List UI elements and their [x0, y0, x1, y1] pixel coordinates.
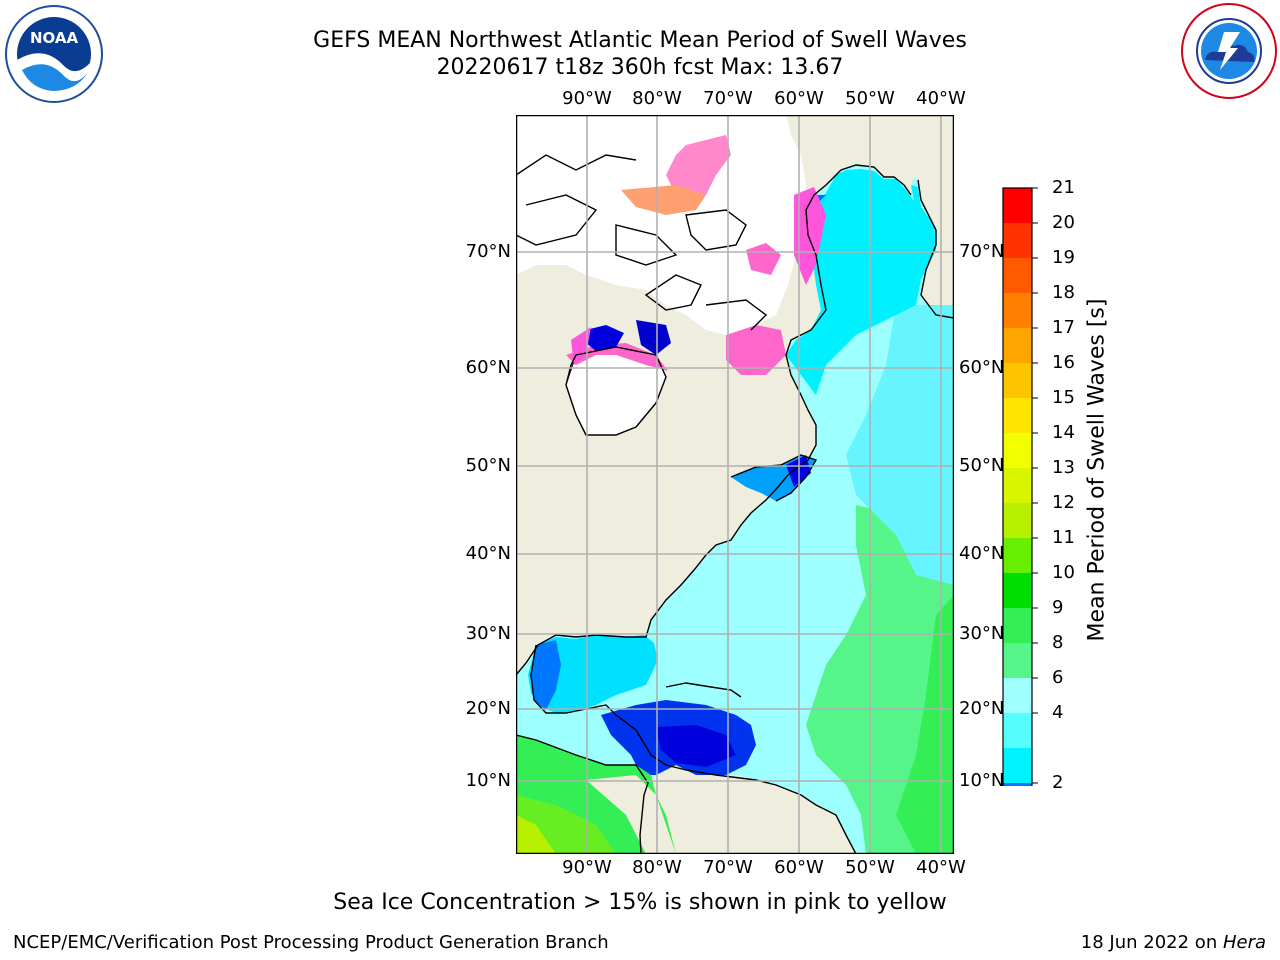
colorbar-tick-label: 14 — [1052, 422, 1075, 443]
colorbar-segment — [1003, 503, 1032, 539]
lat-label-left: 10°N — [465, 770, 511, 791]
footer-host: Hera — [1222, 932, 1266, 953]
chart-title-line2: 20220617 t18z 360h fcst Max: 13.67 — [436, 55, 844, 80]
nws-logo-icon — [1181, 3, 1277, 99]
lat-label-left: 20°N — [465, 698, 511, 719]
lon-label-bottom: 70°W — [703, 857, 753, 878]
colorbar-label: Mean Period of Swell Waves [s] — [1084, 298, 1110, 642]
lat-label-right: 60°N — [959, 357, 1005, 378]
footer-date: 18 Jun 2022 on — [1080, 932, 1223, 953]
colorbar-segment — [1003, 468, 1032, 504]
colorbar-segment — [1003, 783, 1032, 786]
colorbar-segment — [1003, 538, 1032, 574]
swell-zone-8-9s — [846, 305, 954, 585]
colorbar-tick-label: 17 — [1052, 317, 1075, 338]
chart-title-line1: GEFS MEAN Northwest Atlantic Mean Period… — [313, 28, 967, 53]
colorbar-tick-label: 6 — [1052, 667, 1064, 688]
colorbar-tick-label: 18 — [1052, 282, 1075, 303]
colorbar-tick-label: 8 — [1052, 632, 1064, 653]
lat-label-right: 30°N — [959, 623, 1005, 644]
lon-label-bottom: 60°W — [774, 857, 824, 878]
graticule — [516, 115, 954, 854]
lat-label-left: 60°N — [465, 357, 511, 378]
colorbar-tick-label: 15 — [1052, 387, 1075, 408]
lat-label-left: 40°N — [465, 543, 511, 564]
lon-label-top: 50°W — [845, 88, 895, 109]
colorbar-segment — [1003, 748, 1032, 784]
colorbar-tick-label: 13 — [1052, 457, 1075, 478]
lon-label-top: 60°W — [774, 88, 824, 109]
lat-label-right: 70°N — [959, 241, 1005, 262]
colorbar-tick-label: 16 — [1052, 352, 1075, 373]
colorbar-tick-label: 2 — [1052, 772, 1064, 793]
colorbar-segment — [1003, 713, 1032, 749]
lon-label-bottom: 50°W — [845, 857, 895, 878]
colorbar-segment — [1003, 398, 1032, 434]
colorbar-tick-label: 11 — [1052, 527, 1075, 548]
colorbar-segment — [1003, 643, 1032, 679]
lon-label-bottom: 80°W — [632, 857, 682, 878]
swell-zone-10-11s — [896, 595, 954, 854]
colorbar-segment — [1003, 573, 1032, 609]
colorbar-tick-label: 19 — [1052, 247, 1075, 268]
lat-label-right: 20°N — [959, 698, 1005, 719]
footer-left: NCEP/EMC/Verification Post Processing Pr… — [13, 932, 609, 953]
colorbar-segment — [1003, 293, 1032, 329]
footer-right: 18 Jun 2022 on Hera — [1081, 932, 1266, 953]
colorbar-segment — [1003, 608, 1032, 644]
noaa-logo-text: NOAA — [30, 29, 79, 47]
colorbar-segment — [1003, 328, 1032, 364]
lat-label-left: 30°N — [465, 623, 511, 644]
lat-label-right: 50°N — [959, 455, 1005, 476]
colorbar-segment — [1003, 363, 1032, 399]
map-panel — [516, 115, 954, 854]
colorbar-segment — [1003, 223, 1032, 259]
gulf-of-mexico — [528, 635, 658, 713]
noaa-logo-icon: NOAA — [5, 5, 103, 103]
lat-label-left: 70°N — [465, 241, 511, 262]
colorbar — [1002, 187, 1038, 786]
lon-label-top: 40°W — [916, 88, 966, 109]
lon-label-bottom: 40°W — [916, 857, 966, 878]
sea-ice-note: Sea Ice Concentration > 15% is shown in … — [333, 890, 947, 915]
colorbar-segment — [1003, 258, 1032, 294]
colorbar-tick-label: 21 — [1052, 177, 1075, 198]
colorbar-tick-label: 10 — [1052, 562, 1075, 583]
colorbar-tick-label: 12 — [1052, 492, 1075, 513]
colorbar-tick-label: 20 — [1052, 212, 1075, 233]
colorbar-tick-label: 4 — [1052, 702, 1064, 723]
colorbar-tick-label: 9 — [1052, 597, 1064, 618]
lat-label-left: 50°N — [465, 455, 511, 476]
lon-label-top: 70°W — [703, 88, 753, 109]
arctic-ice-area — [516, 115, 806, 335]
south-america-land — [666, 777, 856, 854]
lon-label-top: 80°W — [632, 88, 682, 109]
colorbar-segment — [1003, 188, 1032, 224]
lat-label-right: 10°N — [959, 770, 1005, 791]
colorbar-segment — [1003, 433, 1032, 469]
lon-label-bottom: 90°W — [562, 857, 612, 878]
colorbar-segment — [1003, 678, 1032, 714]
lon-label-top: 90°W — [562, 88, 612, 109]
lat-label-right: 40°N — [959, 543, 1005, 564]
